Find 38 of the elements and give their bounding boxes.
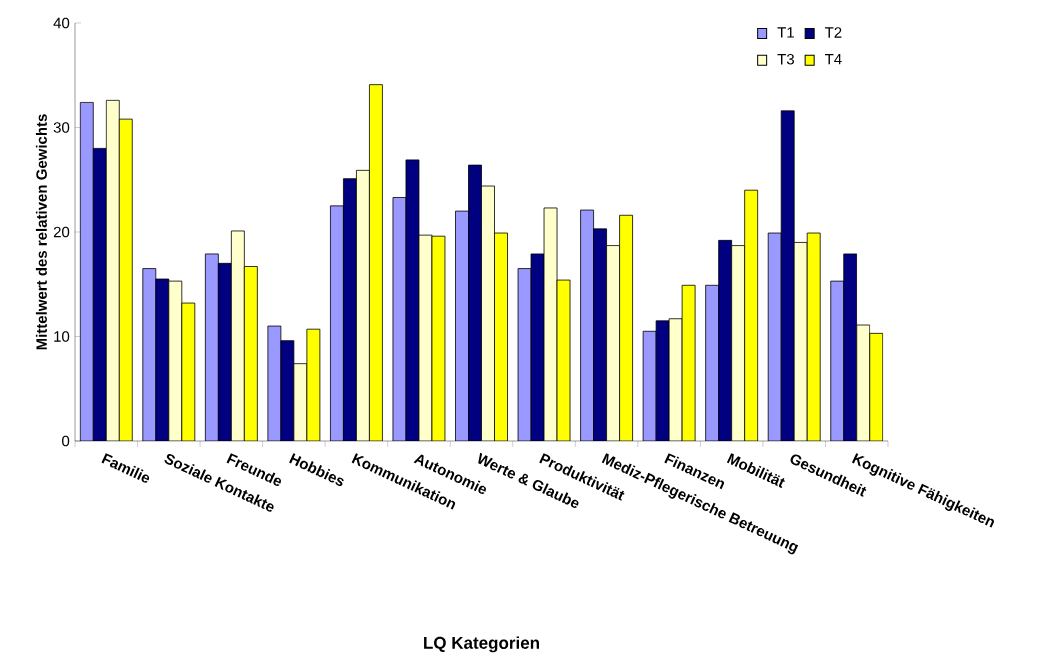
legend-label: T1 (777, 27, 794, 38)
bar (744, 189, 759, 441)
bar (217, 262, 232, 441)
bar (494, 232, 508, 441)
bar (181, 302, 196, 441)
bar (705, 284, 720, 441)
x-axis-title: LQ Kategorien (424, 636, 539, 653)
bar (718, 239, 733, 441)
bar (330, 205, 344, 441)
bar (118, 118, 133, 441)
bar (780, 110, 795, 441)
y-axis-title: Mittelwert des relativen Gewichts (35, 114, 47, 350)
y-tick-label: 30 (53, 122, 70, 133)
bar (869, 332, 884, 441)
legend-label: T4 (824, 54, 842, 65)
bar (619, 214, 633, 441)
bar (580, 209, 594, 441)
y-tick-label: 20 (53, 226, 70, 238)
bar (142, 268, 157, 441)
bar (369, 84, 383, 441)
bar (204, 253, 219, 441)
bar (767, 232, 782, 441)
bar (92, 148, 107, 441)
bar (843, 253, 858, 441)
legend-label: T2 (824, 27, 842, 38)
bar (79, 102, 94, 441)
bar (343, 178, 357, 441)
bar (468, 164, 482, 441)
bar (243, 266, 258, 441)
bar (455, 210, 469, 441)
bar (593, 228, 607, 441)
bar (155, 278, 170, 441)
legend-label: T3 (777, 53, 794, 65)
y-tick-label: 10 (54, 331, 70, 342)
bar (806, 232, 821, 441)
y-tick-label: 0 (62, 435, 70, 447)
y-tick-label: 40 (53, 17, 70, 29)
bar (830, 280, 845, 441)
